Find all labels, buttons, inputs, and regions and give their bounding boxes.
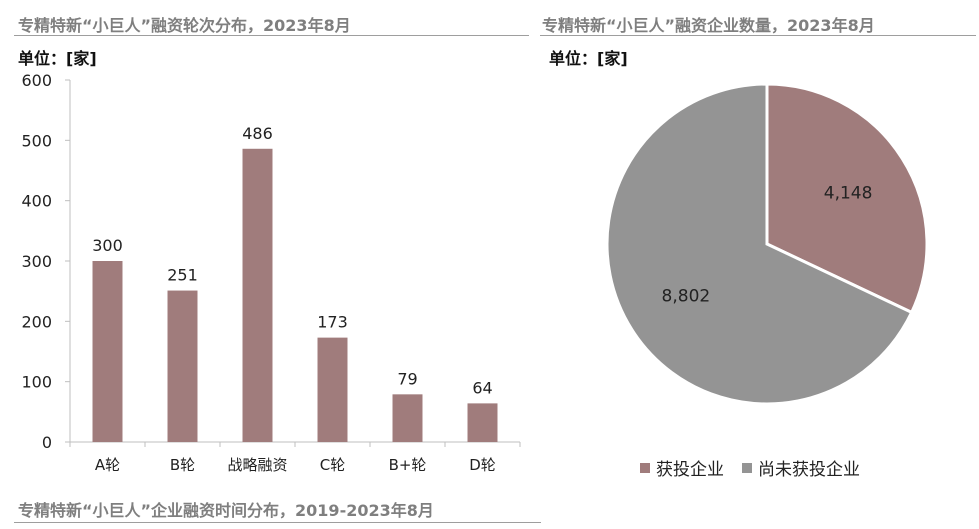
x-category-label: B+轮 [389,456,427,474]
bar-value-label: 300 [92,236,123,255]
y-tick-label: 300 [21,252,52,271]
pie-slice-funded [765,82,929,315]
legend-swatch [640,462,650,473]
y-tick-label: 500 [21,131,52,150]
left-title-underline [14,35,529,36]
x-category-label: D轮 [469,456,496,474]
x-category-label: A轮 [95,456,120,474]
y-tick-label: 400 [21,192,52,211]
bar-value-label: 173 [317,313,348,332]
legend-item-funded: 获投企业 [640,455,724,480]
bar [242,148,273,442]
bar-value-label: 64 [472,378,492,397]
legend-label: 尚未获投企业 [758,460,860,480]
x-category-label: B轮 [170,456,195,474]
x-category-label: 战略融资 [227,456,287,474]
y-tick-label: 0 [42,433,52,452]
pie-label-unfunded: 8,802 [662,286,711,306]
left-unit-label: 单位：[家] [18,49,97,68]
bar [392,394,423,442]
y-tick-label: 200 [21,312,52,331]
y-tick-label: 600 [21,71,52,90]
bottom-title-underline [14,522,541,523]
x-category-label: C轮 [320,456,345,474]
legend-swatch [742,462,752,473]
y-tick-label: 100 [21,373,52,392]
bar [167,290,198,442]
right-title-underline [540,35,976,36]
bar [92,261,123,442]
left-chart-title: 专精特新“小巨人”融资轮次分布，2023年8月 [18,16,351,35]
bar-value-label: 251 [167,266,198,285]
bar-value-label: 486 [242,124,273,143]
pie-legend: 获投企业 尚未获投企业 [640,455,878,480]
legend-label: 获投企业 [656,460,724,480]
right-chart-title: 专精特新“小巨人”融资企业数量，2023年8月 [542,16,875,35]
bar [467,403,498,442]
right-unit-label: 单位：[家] [549,49,628,68]
legend-item-unfunded: 尚未获投企业 [742,455,860,480]
bar-value-label: 79 [397,369,417,388]
bar [317,337,348,442]
pie-label-funded: 4,148 [824,184,873,204]
pie-slice-unfunded [605,82,914,406]
bottom-chart-title: 专精特新“小巨人”企业融资时间分布，2019-2023年8月 [18,501,434,520]
